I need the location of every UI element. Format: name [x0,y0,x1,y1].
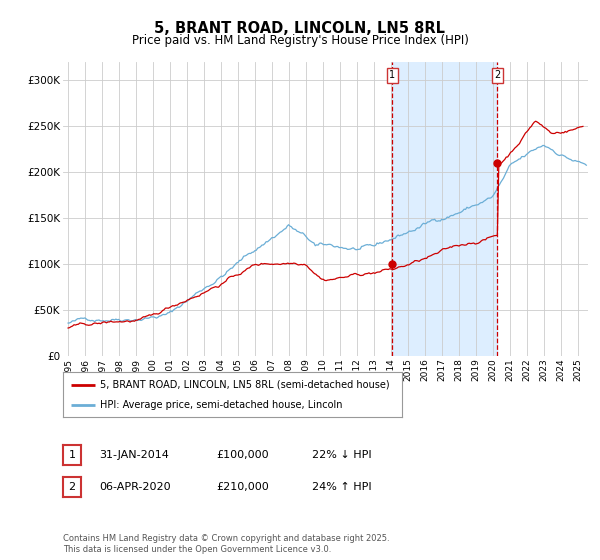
Text: 31-JAN-2014: 31-JAN-2014 [99,450,169,460]
Text: 1: 1 [68,450,76,460]
Text: 1: 1 [389,71,395,81]
Text: 22% ↓ HPI: 22% ↓ HPI [312,450,371,460]
Text: Price paid vs. HM Land Registry's House Price Index (HPI): Price paid vs. HM Land Registry's House … [131,34,469,46]
Text: 2: 2 [68,482,76,492]
Text: 2: 2 [494,71,500,81]
Text: Contains HM Land Registry data © Crown copyright and database right 2025.
This d: Contains HM Land Registry data © Crown c… [63,534,389,554]
Text: 5, BRANT ROAD, LINCOLN, LN5 8RL (semi-detached house): 5, BRANT ROAD, LINCOLN, LN5 8RL (semi-de… [100,380,390,390]
Text: £100,000: £100,000 [216,450,269,460]
Text: HPI: Average price, semi-detached house, Lincoln: HPI: Average price, semi-detached house,… [100,400,343,410]
Text: 24% ↑ HPI: 24% ↑ HPI [312,482,371,492]
Text: 06-APR-2020: 06-APR-2020 [99,482,170,492]
Text: 5, BRANT ROAD, LINCOLN, LN5 8RL: 5, BRANT ROAD, LINCOLN, LN5 8RL [155,21,445,36]
Text: £210,000: £210,000 [216,482,269,492]
Bar [392,62,497,356]
